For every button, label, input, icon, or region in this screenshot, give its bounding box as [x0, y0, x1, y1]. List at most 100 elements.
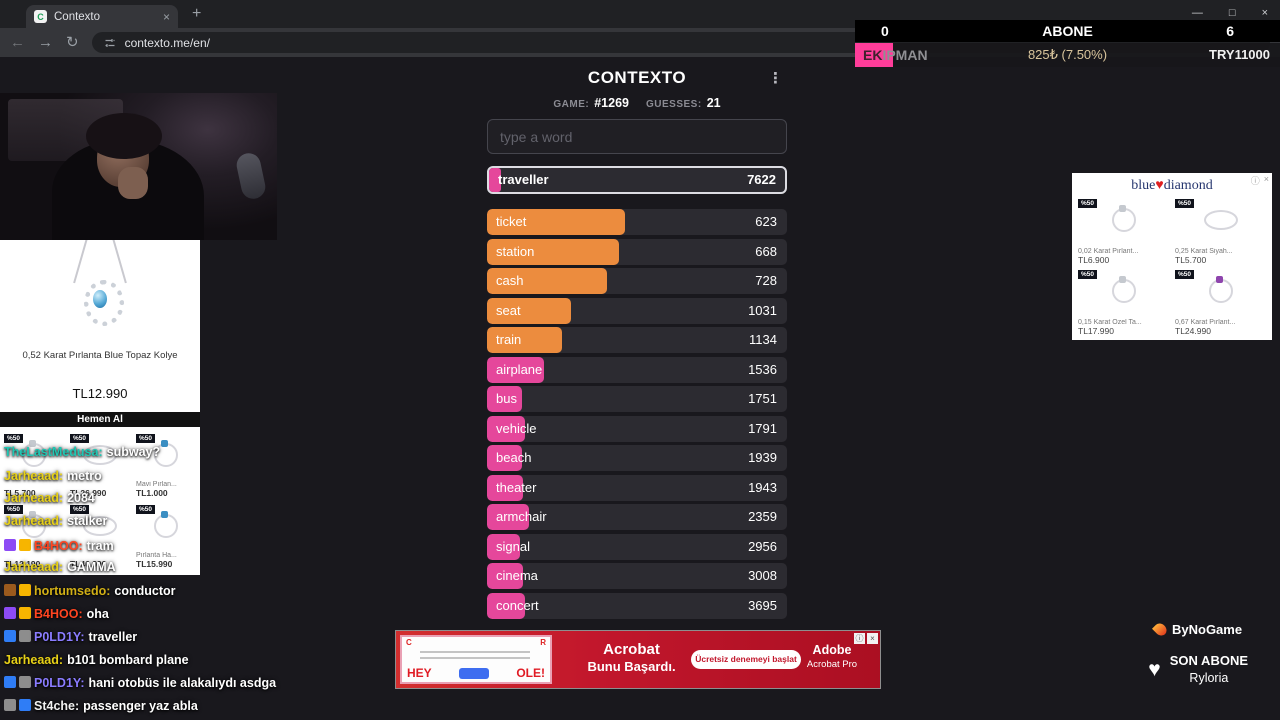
site-settings-icon[interactable] — [104, 37, 116, 49]
ad-product-cell[interactable]: %50 0,25 Karat Siyah... TL5.700 — [1173, 197, 1268, 266]
new-tab-button[interactable]: + — [192, 5, 202, 22]
banner-cta-button[interactable]: Ücretsiz denemeyi başlat — [691, 650, 801, 669]
browser-tab-contexto[interactable]: C Contexto × — [26, 5, 178, 28]
discount-badge: %50 — [136, 434, 156, 443]
last-sub-label: SON ABONE — [1169, 653, 1248, 668]
chat-badge-icon — [19, 607, 31, 619]
product-thumbnail — [1173, 203, 1268, 237]
guess-row: seat 1031 — [487, 297, 787, 324]
microphone — [234, 151, 268, 201]
window-close-button[interactable]: × — [1261, 7, 1268, 19]
chat-username: Jarheaad: — [4, 653, 64, 667]
product-price: TL1.000 — [136, 488, 168, 498]
guess-rank: 1536 — [748, 361, 777, 377]
mini-ad-button[interactable] — [459, 667, 489, 679]
product-thumbnail — [134, 438, 198, 472]
banner-headline: Acrobat Bunu Başardı. — [564, 641, 699, 674]
reload-button-icon[interactable]: ↻ — [66, 34, 79, 51]
bynogame-text: ByNoGame — [1172, 622, 1243, 637]
product-thumbnail — [68, 438, 132, 472]
guess-bar — [487, 297, 571, 324]
guess-row: airplane 1536 — [487, 356, 787, 383]
guess-word: signal — [496, 538, 530, 554]
guess-word: seat — [496, 302, 521, 318]
ad-product-cell[interactable]: %50 0,67 Karat Pırlant... TL24.990 — [1173, 268, 1268, 337]
guess-bar — [487, 592, 525, 619]
guess-rank: 1031 — [748, 302, 777, 318]
ad-product-grid: %50 0,02 Karat Pırlant... TL6.900 %50 0,… — [1076, 197, 1268, 337]
ad-info-icon[interactable]: ⓘ — [854, 633, 865, 644]
guess-bar — [489, 168, 501, 192]
tab-close-icon[interactable]: × — [162, 9, 170, 24]
chat-message: P0LD1Y: traveller — [4, 630, 137, 644]
chat-username: B4HOO: — [34, 607, 83, 621]
ad-product-cell[interactable]: %50 0,15 Karat Özel Ta... TL17.990 — [1076, 268, 1171, 337]
ad-info-icon[interactable]: ⓘ — [1250, 176, 1260, 186]
forward-button-icon[interactable]: → — [38, 34, 53, 51]
heart-icon: ♥ — [1148, 657, 1161, 681]
guess-rank: 2359 — [748, 509, 777, 524]
product-label: 0,15 Karat Özel Ta... — [1078, 319, 1142, 326]
goal-target: TRY11000 — [1209, 47, 1270, 62]
banner-headline-line2: Bunu Başardı. — [587, 659, 676, 674]
guess-row: beach 1939 — [487, 445, 787, 471]
product-thumbnail — [2, 509, 66, 543]
guess-bar — [487, 445, 522, 471]
back-button-icon[interactable]: ← — [10, 34, 25, 51]
ad-product-price: TL12.990 — [72, 386, 128, 401]
chat-text: traveller — [88, 630, 138, 644]
ad-close-icon[interactable]: × — [867, 633, 878, 644]
right-jewelry-ad[interactable]: blue♥diamond ⓘ × %50 0,02 Karat Pırlant.… — [1072, 173, 1272, 340]
product-price: TL6.900 — [1078, 255, 1110, 265]
chat-username: hortumsedo: — [34, 584, 111, 598]
guess-rank: 3008 — [748, 568, 777, 583]
game-meta: GAME: #1269 GUESSES: 21 — [437, 96, 837, 110]
chat-text: passenger yaz abla — [83, 699, 198, 713]
ad-product-cell[interactable]: %50 Mavi Pırlan... TL1.000 — [134, 432, 198, 500]
guess-word: beach — [496, 450, 532, 465]
guess-rank: 7622 — [747, 172, 776, 187]
product-label: 0,25 Karat Siyah... — [1175, 248, 1233, 255]
kebab-menu-icon[interactable]: ⋮ — [768, 70, 783, 87]
product-price: TL17.990 — [1078, 326, 1114, 336]
window-minimize-button[interactable]: — — [1191, 7, 1203, 19]
ad-controls: ⓘ × — [1251, 174, 1269, 187]
ad-product-cell[interactable]: %50 0,02 Karat Pırlant... TL6.900 — [1076, 197, 1171, 266]
guess-bar — [487, 533, 520, 560]
ad-product-cell[interactable]: %50 TL5.700 — [2, 432, 66, 500]
chat-text: hani otobüs ile alakalıydı asdga — [88, 676, 277, 690]
guess-bar — [487, 209, 625, 235]
discount-badge: %50 — [4, 434, 24, 443]
last-subscriber-widget: ♥ SON ABONE Ryloria — [1148, 653, 1248, 685]
nested-mini-ad[interactable]: C R HEY OLE! — [400, 635, 552, 684]
guess-rank: 1943 — [748, 479, 777, 495]
acrobat-banner-ad[interactable]: C R HEY OLE! Acrobat Bunu Başardı. Ücret… — [396, 631, 880, 688]
guess-row: station 668 — [487, 238, 787, 265]
discount-badge: %50 — [1175, 270, 1195, 279]
guess-bar — [487, 415, 525, 442]
current-guess-row: traveller 7622 — [487, 166, 787, 194]
product-label: 0,02 Karat Pırlant... — [1078, 248, 1139, 255]
game-label: GAME: — [553, 99, 590, 110]
guess-rank: 3695 — [748, 597, 777, 613]
webcam-overlay — [0, 93, 277, 240]
word-input[interactable] — [487, 119, 787, 154]
ad-product-cell[interactable]: %50 TL46.990 — [68, 503, 132, 571]
buy-now-button[interactable]: Hemen Al — [0, 412, 200, 427]
page-title: CONTEXTO — [587, 68, 687, 87]
window-maximize-button[interactable]: □ — [1228, 7, 1236, 19]
ad-brand-logo: blue♥diamond — [1072, 178, 1272, 194]
counter-right: 6 — [1226, 23, 1234, 39]
chat-message: hortumsedo: conductor — [4, 584, 176, 598]
brand-name-right: diamond — [1163, 178, 1213, 193]
ad-product-row: %50 TL5.700 %50 TL26.990 %50 Mavi Pırlan… — [2, 432, 198, 500]
guess-row: bus 1751 — [487, 386, 787, 412]
left-jewelry-ad[interactable]: 0,52 Karat Pırlanta Blue Topaz Kolye TL1… — [0, 240, 200, 575]
ad-product-cell[interactable]: %50 TL12.190 — [2, 503, 66, 571]
ad-product-cell[interactable]: %50 Pırlanta Ha... TL15.990 — [134, 503, 198, 571]
brand-name-left: blue — [1131, 178, 1156, 193]
ad-close-icon[interactable]: × — [1263, 174, 1269, 184]
ad-product-cell[interactable]: %50 TL26.990 — [68, 432, 132, 500]
mini-ad-footer: HEY OLE! — [407, 666, 545, 680]
